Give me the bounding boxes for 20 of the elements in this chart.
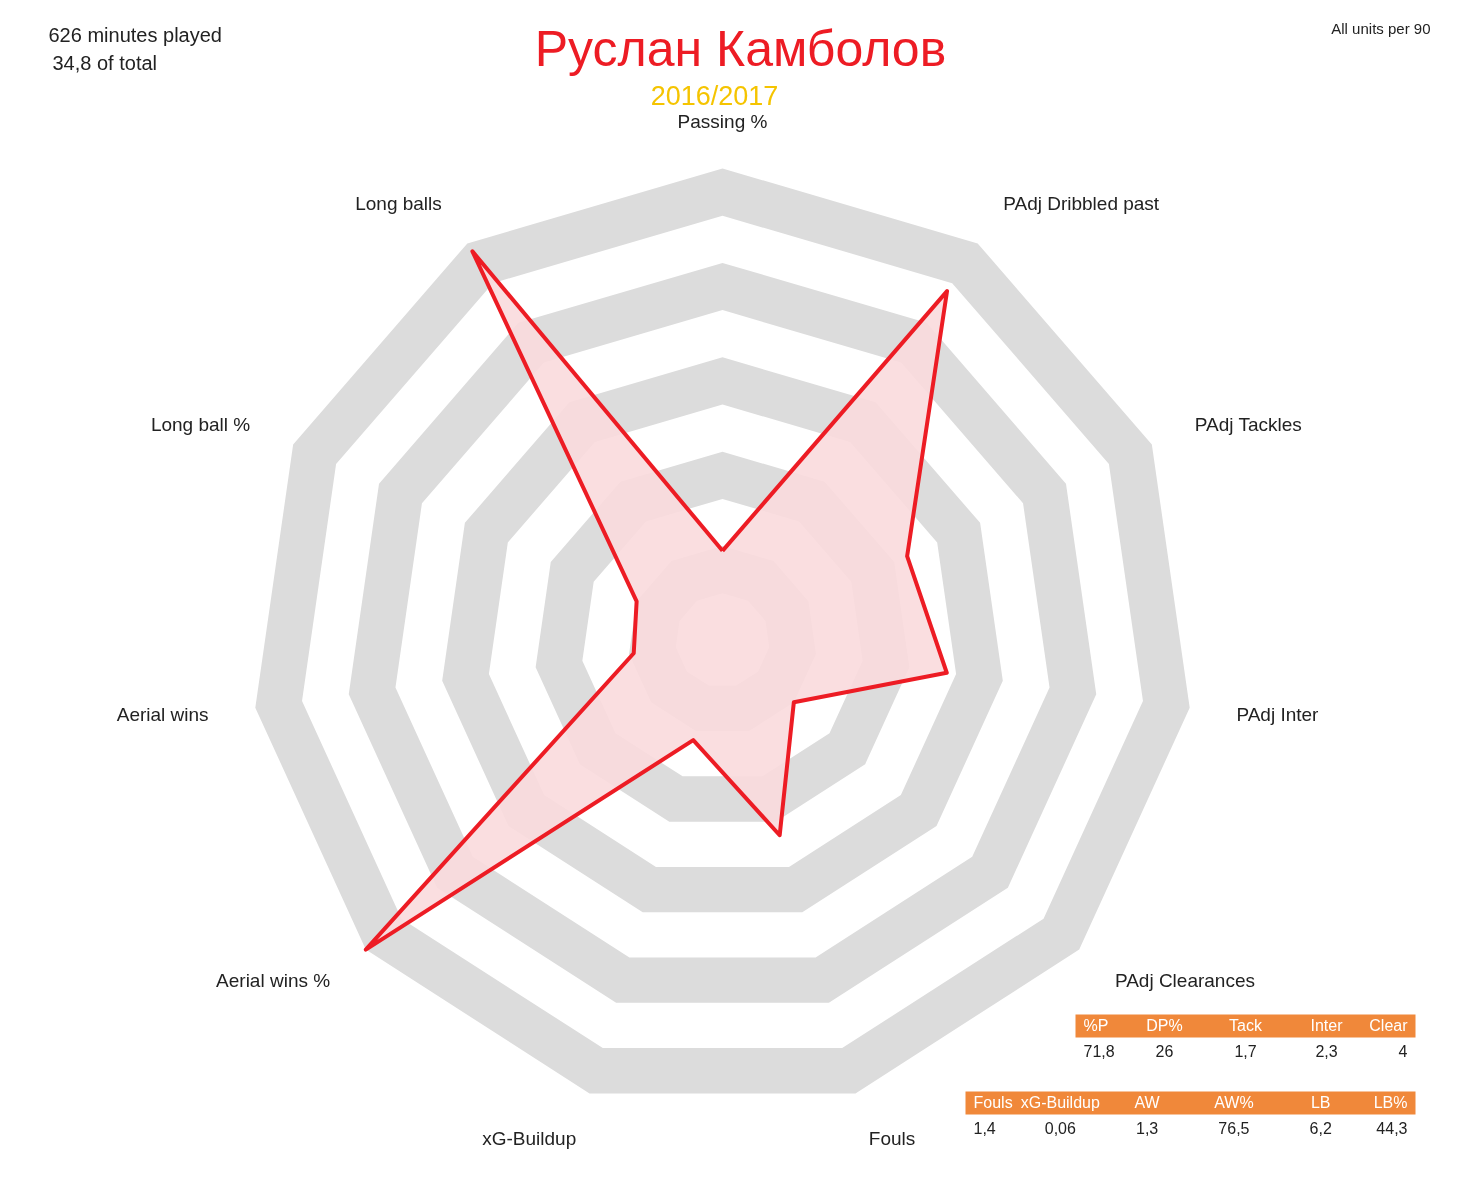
spoke-label: Aerial wins [116, 703, 209, 725]
spoke-label: PAdj Inter [1236, 703, 1320, 725]
text: All units per 90 [1331, 20, 1431, 37]
spoke-label: PAdj Clearances [1114, 970, 1255, 991]
text: 1,4 0,06 1,3 76,5 6,2 44,3 [973, 1119, 1408, 1137]
text: 626 minutes played [48, 23, 222, 46]
text: 71,8 26 1,7 2,3 4 [1083, 1042, 1408, 1060]
text: 34,8 of total [52, 51, 158, 74]
chart-title: Руслан Камболов [534, 20, 947, 77]
spoke-label: Aerial wins % [216, 970, 331, 991]
spoke-label: PAdj Tackles [1194, 414, 1302, 436]
spoke-label: xG-Buildup [482, 1128, 577, 1150]
spoke-label: Fouls [868, 1128, 916, 1150]
text: %P DP% Tack Inter Clear [1083, 1017, 1408, 1034]
spoke-label: PAdj Dribbled past [1003, 193, 1160, 215]
spoke-label: Long ball % [150, 414, 251, 436]
spoke-label: Long balls [355, 193, 442, 215]
text: Fouls xG-Buildup AW AW% LB LB% [973, 1094, 1408, 1111]
spoke-label: Passing % [677, 110, 768, 132]
chart-subtitle: 2016/2017 [650, 80, 779, 111]
